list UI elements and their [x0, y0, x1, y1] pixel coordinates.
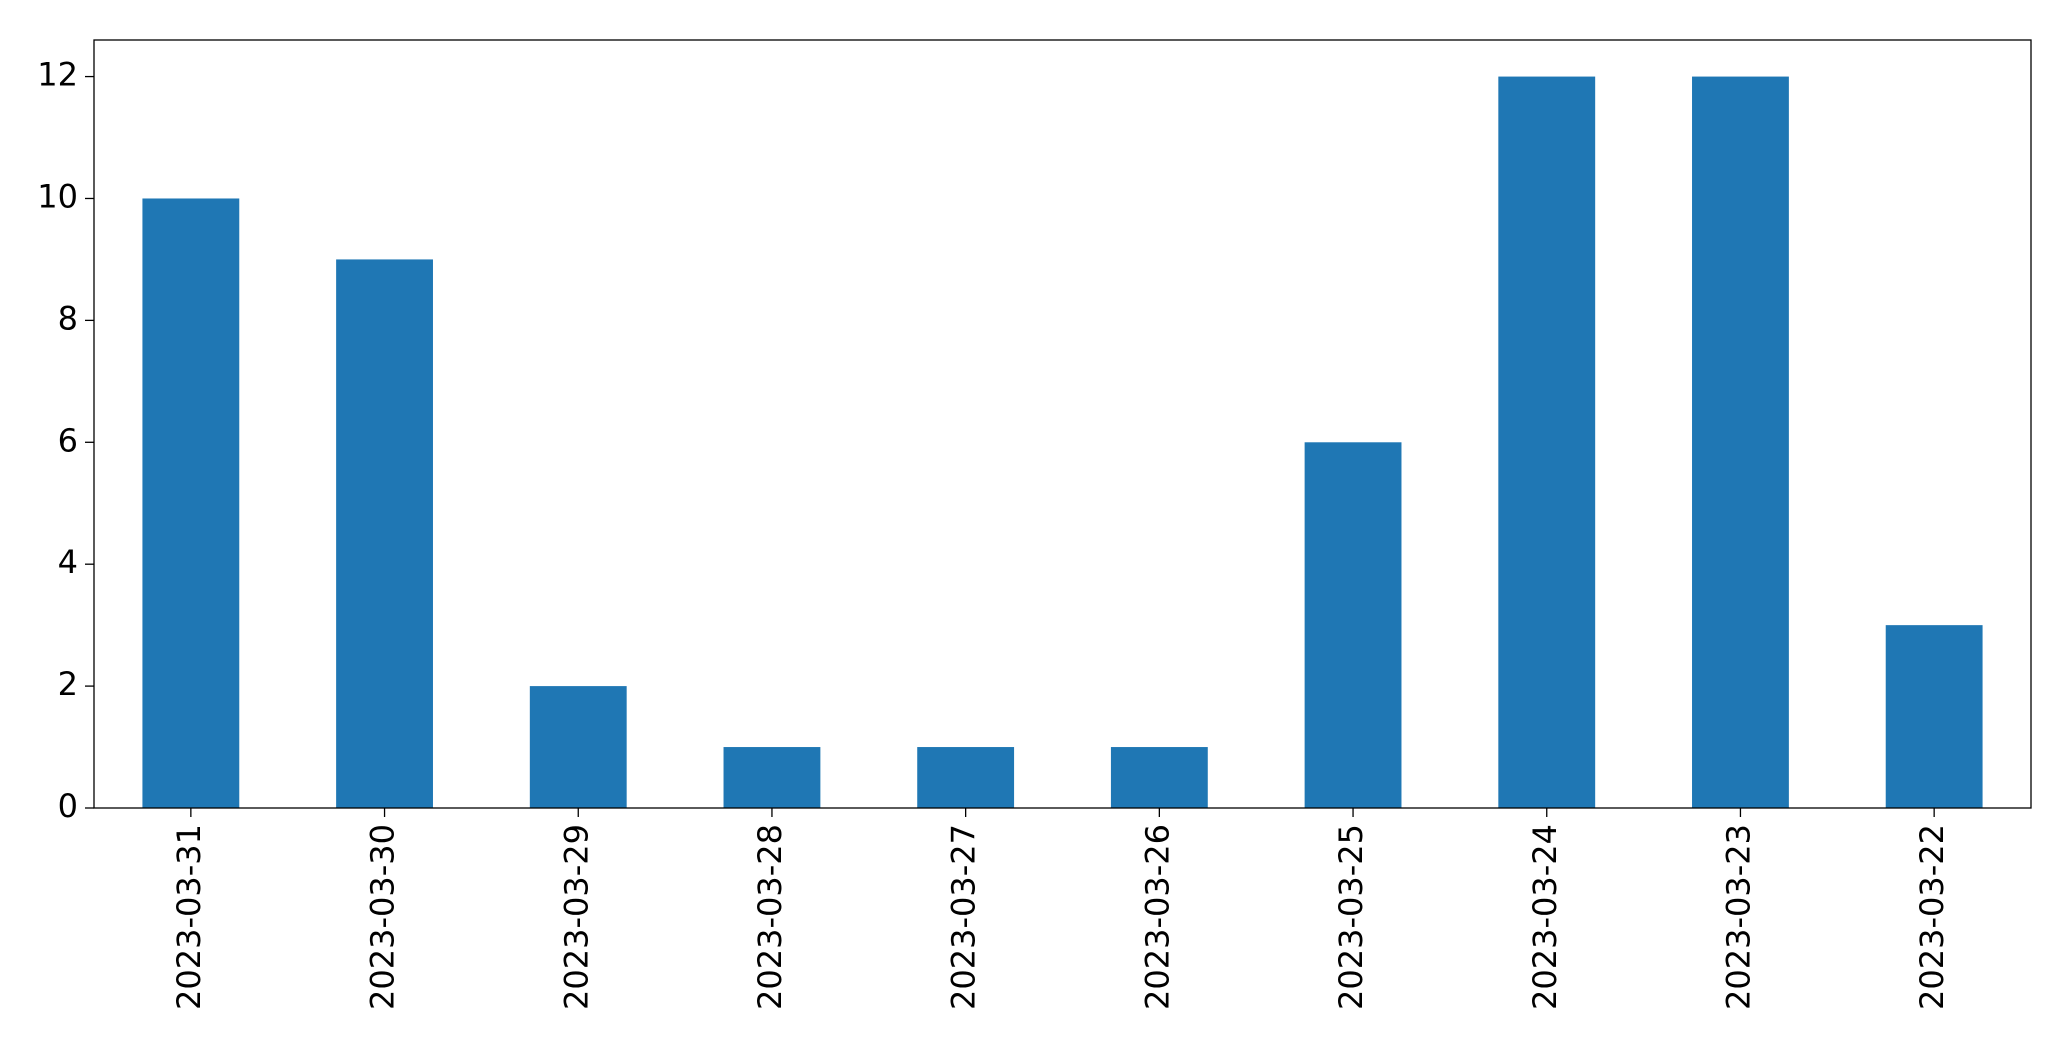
y-tick-label: 6: [58, 421, 78, 459]
x-tick-label: 2023-03-26: [1138, 824, 1176, 1010]
bar: [1498, 76, 1596, 809]
bar: [1110, 747, 1208, 808]
bar: [723, 747, 821, 808]
plot-frame: [93, 39, 2032, 809]
x-tick-label: 2023-03-23: [1719, 824, 1757, 1010]
bar: [1304, 442, 1402, 808]
bar: [1692, 76, 1789, 809]
y-tick-label: 12: [37, 56, 78, 94]
y-tick-label: 4: [58, 543, 78, 581]
x-tick-label: 2023-03-30: [364, 824, 402, 1010]
x-tick-label: 2023-03-31: [170, 824, 208, 1010]
bar: [1885, 625, 1983, 808]
y-tick-label: 0: [58, 787, 78, 825]
bar: [917, 747, 1015, 808]
x-tick-label: 2023-03-27: [945, 824, 983, 1010]
x-tick-label: 2023-03-28: [751, 824, 789, 1010]
y-tick-label: 10: [37, 177, 78, 215]
y-tick-label: 8: [58, 299, 78, 337]
y-tick-label: 2: [58, 665, 78, 703]
bar: [336, 259, 433, 808]
bar: [142, 198, 240, 808]
x-tick-label: 2023-03-29: [557, 824, 595, 1010]
x-tick-label: 2023-03-25: [1332, 824, 1370, 1010]
x-tick-label: 2023-03-22: [1913, 824, 1951, 1010]
bar: [529, 686, 627, 808]
x-tick-label: 2023-03-24: [1526, 824, 1564, 1010]
